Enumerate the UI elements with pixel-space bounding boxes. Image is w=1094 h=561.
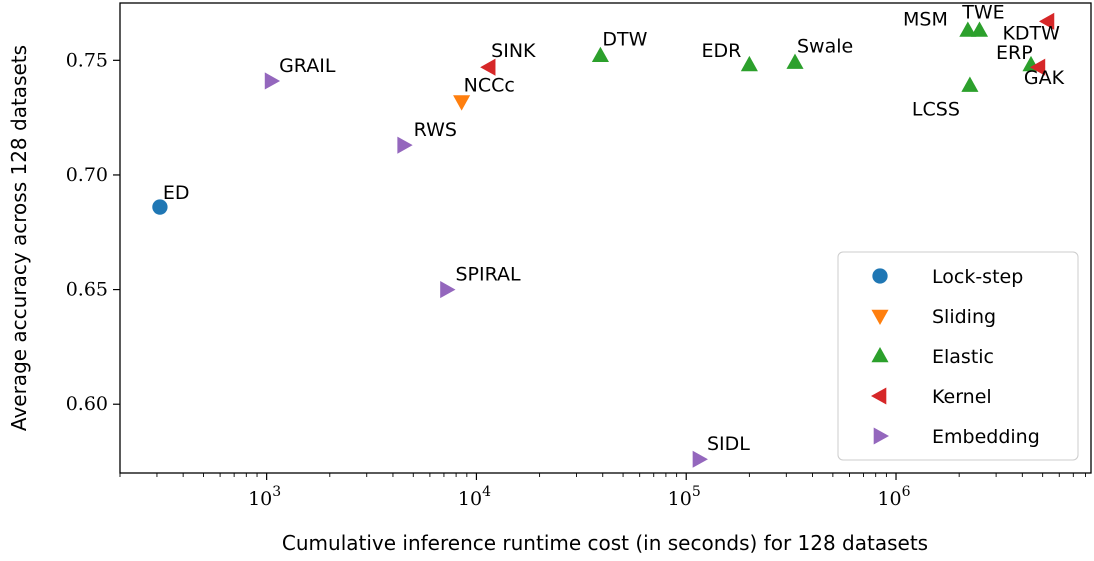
x-tick-label: 105 <box>668 484 701 510</box>
point-labels: ED NCCc DTW EDR Swale MSM TWE LCSS ERP SINK KDTW GA… <box>163 2 1065 456</box>
data-point <box>1038 12 1055 30</box>
point-label: SIDL <box>707 433 750 455</box>
plot-frame <box>119 2 1092 474</box>
data-point <box>264 72 281 90</box>
point-label: Swale <box>797 36 853 58</box>
legend-marker <box>871 347 889 363</box>
point-label: DTW <box>602 29 647 51</box>
point-label: TWE <box>961 2 1004 24</box>
point-label: KDTW <box>1002 22 1060 44</box>
data-point <box>786 53 804 69</box>
legend-label: Elastic <box>932 346 994 368</box>
point-label: ERP <box>996 42 1033 64</box>
point-label: LCSS <box>912 99 960 121</box>
x-tick-label: 103 <box>248 484 281 510</box>
data-point <box>397 136 413 154</box>
data-point <box>970 21 989 37</box>
x-tick-label: 104 <box>458 484 491 510</box>
legend-label: Embedding <box>932 426 1040 448</box>
y-tick-label: 0.70 <box>66 164 108 186</box>
y-tick-label: 0.75 <box>66 49 108 71</box>
point-label: GAK <box>1024 67 1065 89</box>
data-point <box>692 450 708 468</box>
legend-label: Kernel <box>932 386 992 408</box>
legend-marker <box>873 427 889 445</box>
point-label: ED <box>163 182 190 204</box>
x-axis-title: Cumulative inference runtime cost (in se… <box>282 531 928 555</box>
legend-label: Lock-step <box>932 266 1023 288</box>
data-point <box>480 58 496 76</box>
legend-label: Sliding <box>932 306 996 328</box>
data-point <box>959 21 977 37</box>
point-label: EDR <box>701 40 741 62</box>
legend: Lock-step Sliding Elastic Kernel Embedding <box>837 251 1079 461</box>
legend-marker <box>872 268 888 284</box>
legend-marker <box>871 309 889 325</box>
x-axis-ticks: 103 104 105 106 <box>119 473 1086 510</box>
legend-marker <box>871 387 887 405</box>
point-label: SINK <box>491 40 536 62</box>
point-label: GRAIL <box>279 55 336 77</box>
data-point <box>591 46 609 63</box>
point-label: RWS <box>414 119 457 141</box>
data-points <box>152 12 1055 468</box>
data-point <box>1029 58 1046 76</box>
data-point <box>440 281 456 299</box>
y-tick-label: 0.65 <box>66 279 108 301</box>
data-point <box>453 95 471 111</box>
point-label: SPIRAL <box>456 264 522 286</box>
point-label: NCCc <box>464 75 515 97</box>
legend-box <box>837 251 1079 461</box>
data-point <box>152 199 168 215</box>
x-tick-label: 106 <box>877 484 910 510</box>
data-point <box>740 55 758 72</box>
y-axis-title: Average accuracy across 128 datasets <box>7 45 31 431</box>
y-axis-ticks: 0.60 0.65 0.70 0.75 <box>66 49 120 415</box>
y-tick-label: 0.60 <box>66 393 108 415</box>
data-point <box>961 76 979 92</box>
point-label: MSM <box>903 9 948 31</box>
